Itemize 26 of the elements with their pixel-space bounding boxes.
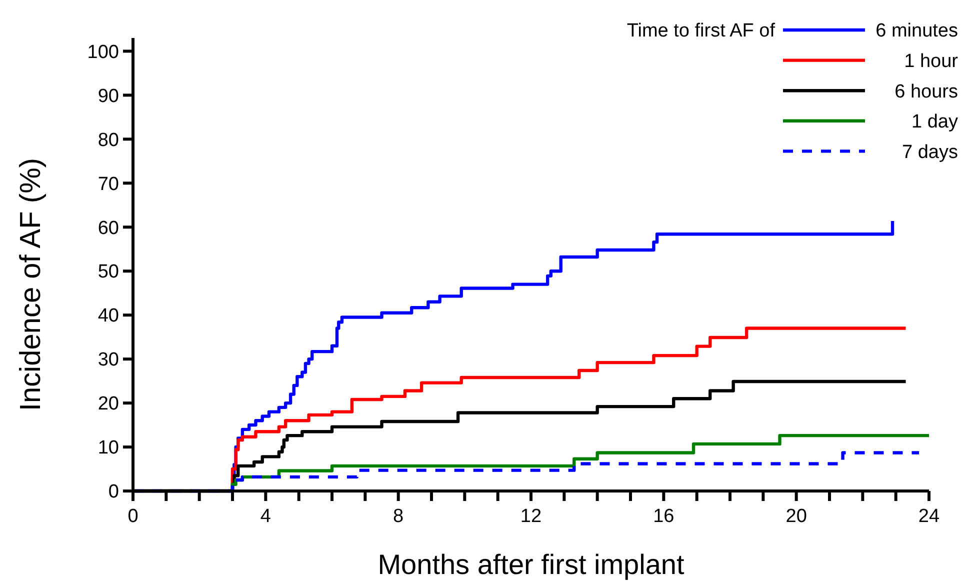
y-tick-label: 30 — [98, 350, 119, 371]
y-tick-label: 20 — [98, 394, 119, 415]
legend-label: 6 hours — [894, 81, 958, 102]
x-tick-label: 8 — [393, 506, 404, 527]
x-tick-label: 12 — [520, 506, 542, 527]
text: 1 day — [912, 112, 958, 133]
legend-label: 7 days — [902, 142, 958, 163]
x-tick-label: 16 — [653, 506, 674, 527]
x-tick-label: 0 — [128, 506, 138, 527]
y-tick-label: 100 — [87, 42, 119, 63]
y-tick-label: 70 — [98, 174, 119, 195]
x-tick-label: 4 — [260, 506, 272, 527]
legend-title: Time to first AF of — [626, 20, 776, 42]
y-tick-label: 80 — [98, 130, 119, 151]
y-tick-label: 90 — [98, 86, 119, 107]
x-axis-title: Months after first implant — [378, 549, 684, 580]
legend-label: 1 hour — [904, 50, 959, 72]
y-tick-label: 0 — [108, 482, 119, 503]
y-tick-label: 50 — [98, 262, 119, 283]
y-axis-title: Incidence of AF (%) — [15, 158, 47, 412]
x-tick-label: 24 — [918, 506, 940, 527]
y-tick-label: 40 — [98, 306, 119, 327]
x-tick-label: 20 — [786, 506, 807, 527]
legend-label: 6 minutes — [876, 20, 958, 42]
y-tick-label: 60 — [98, 218, 119, 239]
y-tick-label: 10 — [98, 438, 119, 459]
